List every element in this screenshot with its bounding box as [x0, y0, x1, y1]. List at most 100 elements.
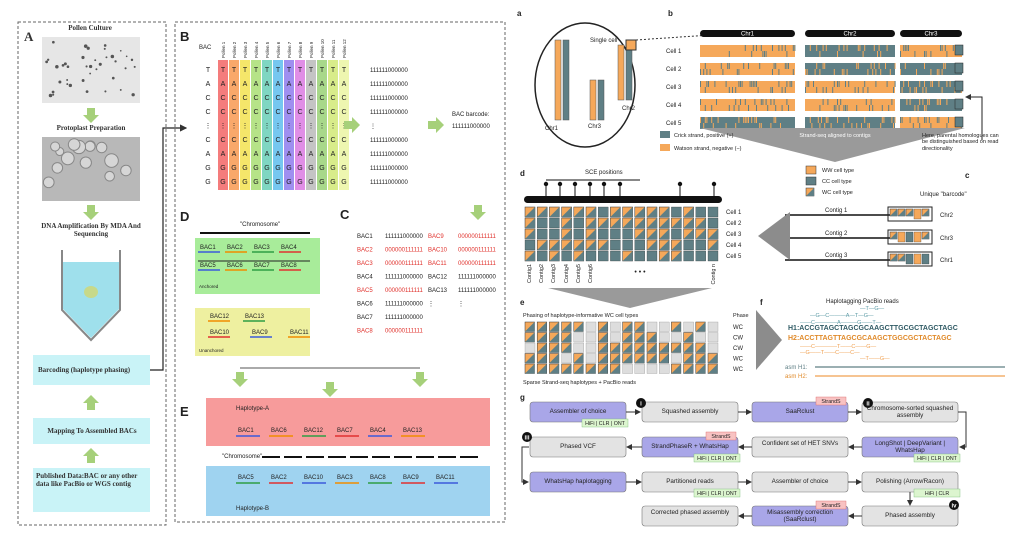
tag — [705, 431, 737, 441]
step-box — [33, 418, 150, 444]
grid-cell — [634, 250, 645, 262]
photo-dot — [66, 79, 69, 81]
base: C — [308, 95, 313, 102]
read — [925, 105, 927, 111]
contig-label: Contig 1 — [825, 208, 848, 214]
barcode-cell-half — [890, 209, 897, 216]
asm-label: asm H1: — [785, 365, 808, 371]
base: G — [242, 179, 247, 186]
base: G — [330, 165, 335, 172]
bac-label: BAC4 — [370, 428, 386, 434]
photo-dot — [55, 65, 59, 69]
chromosome-label: Chr2 — [843, 32, 857, 38]
grid-cell-half — [683, 343, 694, 353]
read — [841, 69, 843, 75]
read — [805, 69, 806, 75]
arrow — [83, 448, 99, 463]
column-label: Pollen 8 — [298, 41, 303, 58]
read — [770, 99, 772, 105]
photo-dot — [124, 67, 127, 70]
tag-label: HiFi | CLR — [925, 491, 950, 497]
read — [881, 105, 883, 111]
column-label: Pollen 1 — [221, 41, 226, 58]
chromatid — [562, 39, 570, 121]
read — [909, 99, 911, 105]
read — [894, 81, 896, 87]
panel-label: b — [668, 9, 673, 18]
read — [940, 45, 941, 51]
pollen-column — [218, 60, 228, 190]
base: G — [297, 165, 302, 172]
read — [819, 105, 821, 111]
legend-swatch — [660, 131, 670, 138]
grid-cell-half — [695, 229, 706, 239]
legend-label: CC cell type — [822, 179, 852, 185]
read — [938, 81, 940, 87]
grid-cell — [537, 250, 548, 262]
grid-cell — [695, 206, 706, 218]
phase-label: WC — [733, 367, 744, 373]
read — [700, 99, 701, 105]
step-text: DNA Amplification By MDA And Sequencing — [41, 222, 141, 239]
read — [893, 87, 894, 93]
read — [832, 87, 834, 93]
read — [859, 45, 861, 51]
base: C — [242, 95, 247, 102]
barcode-cell — [905, 253, 914, 265]
grid-cell-half — [573, 207, 584, 217]
read — [830, 123, 832, 129]
bac-row: 111111000000 — [385, 275, 423, 281]
base: T — [232, 67, 237, 74]
base: C — [253, 137, 258, 144]
grid-cell — [671, 332, 682, 343]
base: C — [275, 95, 280, 102]
grid-cell-half — [683, 332, 694, 342]
bac-label: BAC3 — [254, 245, 270, 251]
grid-cell-half — [525, 364, 535, 374]
bac-label: BAC13 — [403, 428, 423, 434]
read — [757, 87, 759, 93]
read — [846, 45, 848, 51]
photo-dot — [131, 93, 135, 97]
grid-cell — [585, 250, 597, 262]
base: A — [265, 81, 270, 88]
base: G — [264, 165, 269, 172]
read — [728, 51, 730, 57]
read — [846, 105, 848, 111]
read — [924, 117, 925, 123]
base: C — [242, 137, 247, 144]
photo-dot — [61, 63, 65, 67]
grid-cell-half — [537, 322, 547, 332]
base: C — [297, 95, 302, 102]
grid-cell — [598, 250, 609, 262]
panel-label: c — [965, 171, 970, 180]
barcode-frame — [887, 206, 933, 222]
node-text: Misassembly correction (SaaRclust) — [767, 509, 833, 524]
grid-cell — [707, 332, 719, 343]
read — [833, 69, 835, 75]
read — [752, 45, 754, 51]
photo-cell — [51, 162, 64, 174]
photo-dot — [89, 72, 92, 75]
grid-cell-half — [708, 364, 718, 374]
read — [773, 63, 775, 69]
grid-cell-half — [561, 229, 572, 239]
grid-cell-half — [561, 343, 572, 353]
photo-cell — [95, 141, 108, 154]
panel-label: D — [180, 209, 190, 224]
bac-row: BAC10 — [428, 248, 448, 254]
base: T — [206, 67, 211, 74]
sce-dot — [711, 181, 717, 187]
variant-read: ——C————T——C——G— — [800, 344, 877, 350]
read — [906, 45, 908, 51]
grid-cell-half — [586, 229, 596, 239]
barcode-cell-half — [906, 209, 913, 216]
grid-cell — [610, 332, 621, 343]
legend-label: WC cell type — [822, 190, 853, 196]
base: C — [220, 137, 225, 144]
grid-cell-half — [573, 353, 584, 363]
read — [843, 69, 845, 75]
read — [813, 81, 814, 87]
grid-cell-half — [622, 218, 633, 228]
note-arrow — [965, 94, 983, 140]
